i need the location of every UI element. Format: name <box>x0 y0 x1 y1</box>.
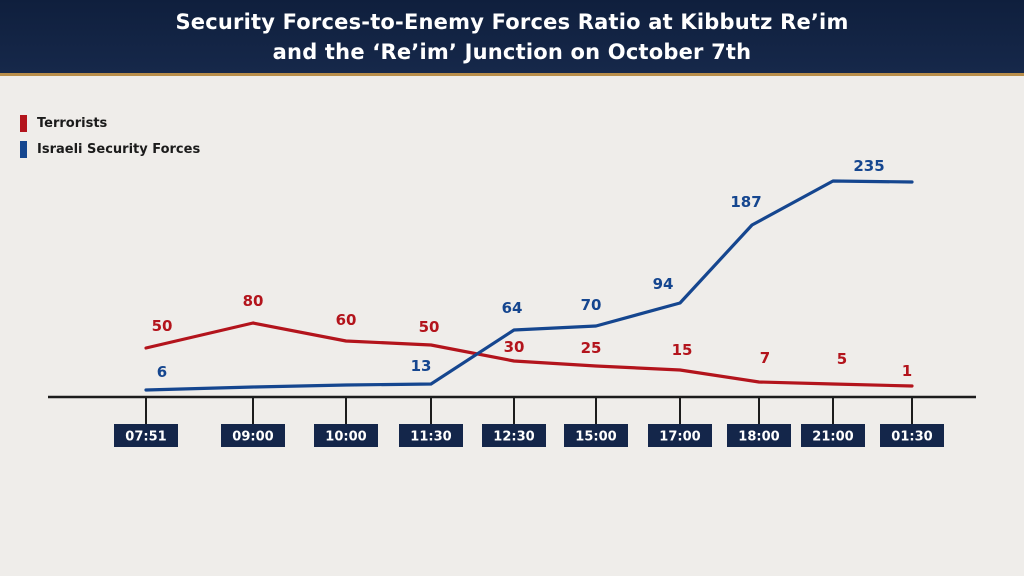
x-tick-label-2: 10:00 <box>325 430 366 445</box>
x-tick-label-6: 17:00 <box>659 430 700 445</box>
data-label-terrorists-9: 1 <box>902 362 912 380</box>
data-label-security-forces-8: 235 <box>853 157 884 175</box>
legend-label-terrorists: Terrorists <box>37 115 108 131</box>
data-label-terrorists-5: 25 <box>581 339 602 357</box>
x-tick-label-4: 12:30 <box>493 430 534 445</box>
data-label-security-forces-3: 13 <box>411 357 432 375</box>
legend-item-terrorists: Terrorists <box>20 110 200 136</box>
data-label-terrorists-2: 60 <box>336 311 357 329</box>
x-tick-label-5: 15:00 <box>575 430 616 445</box>
legend-swatch-security-forces <box>20 140 27 158</box>
x-tick-box-7 <box>727 424 791 447</box>
chart-title-line-2: and the ‘Re’im’ Junction on October 7th <box>272 39 752 64</box>
data-label-terrorists-8: 5 <box>837 350 847 368</box>
x-tick-box-4 <box>482 424 546 447</box>
data-label-security-forces-0: 6 <box>157 363 167 381</box>
data-label-terrorists-4: 30 <box>504 338 525 356</box>
x-tick-box-8 <box>801 424 865 447</box>
data-label-terrorists-6: 15 <box>672 341 693 359</box>
chart-title-line-1: Security Forces-to-Enemy Forces Ratio at… <box>175 9 849 34</box>
x-tick-box-6 <box>648 424 712 447</box>
chart-title: Security Forces-to-Enemy Forces Ratio at… <box>0 0 1024 76</box>
x-tick-label-8: 21:00 <box>812 430 853 445</box>
series-line-security-forces <box>144 179 914 392</box>
x-tick-label-7: 18:00 <box>738 430 779 445</box>
x-tick-box-1 <box>221 424 285 447</box>
data-label-terrorists-1: 80 <box>243 292 264 310</box>
legend-item-security-forces: Israeli Security Forces <box>20 136 200 162</box>
legend-label-security-forces: Israeli Security Forces <box>37 141 201 157</box>
data-label-security-forces-6: 94 <box>653 275 674 293</box>
x-tick-box-5 <box>564 424 628 447</box>
data-label-security-forces-5: 70 <box>581 296 602 314</box>
x-tick-box-0 <box>114 424 178 447</box>
x-tick-label-1: 09:00 <box>232 430 273 445</box>
x-tick-box-9 <box>880 424 944 447</box>
x-tick-label-9: 01:30 <box>891 430 932 445</box>
data-label-terrorists-7: 7 <box>760 349 770 367</box>
data-label-security-forces-7: 187 <box>730 193 761 211</box>
x-tick-label-3: 11:30 <box>410 430 451 445</box>
series-line-terrorists <box>144 321 914 388</box>
x-tick-box-2 <box>314 424 378 447</box>
x-tick-box-3 <box>399 424 463 447</box>
legend-swatch-terrorists <box>20 114 27 132</box>
data-label-terrorists-0: 50 <box>152 317 173 335</box>
data-label-security-forces-4: 64 <box>502 299 523 317</box>
legend: Terrorists Israeli Security Forces <box>20 110 200 162</box>
data-label-terrorists-3: 50 <box>419 318 440 336</box>
x-tick-label-0: 07:51 <box>125 430 166 445</box>
